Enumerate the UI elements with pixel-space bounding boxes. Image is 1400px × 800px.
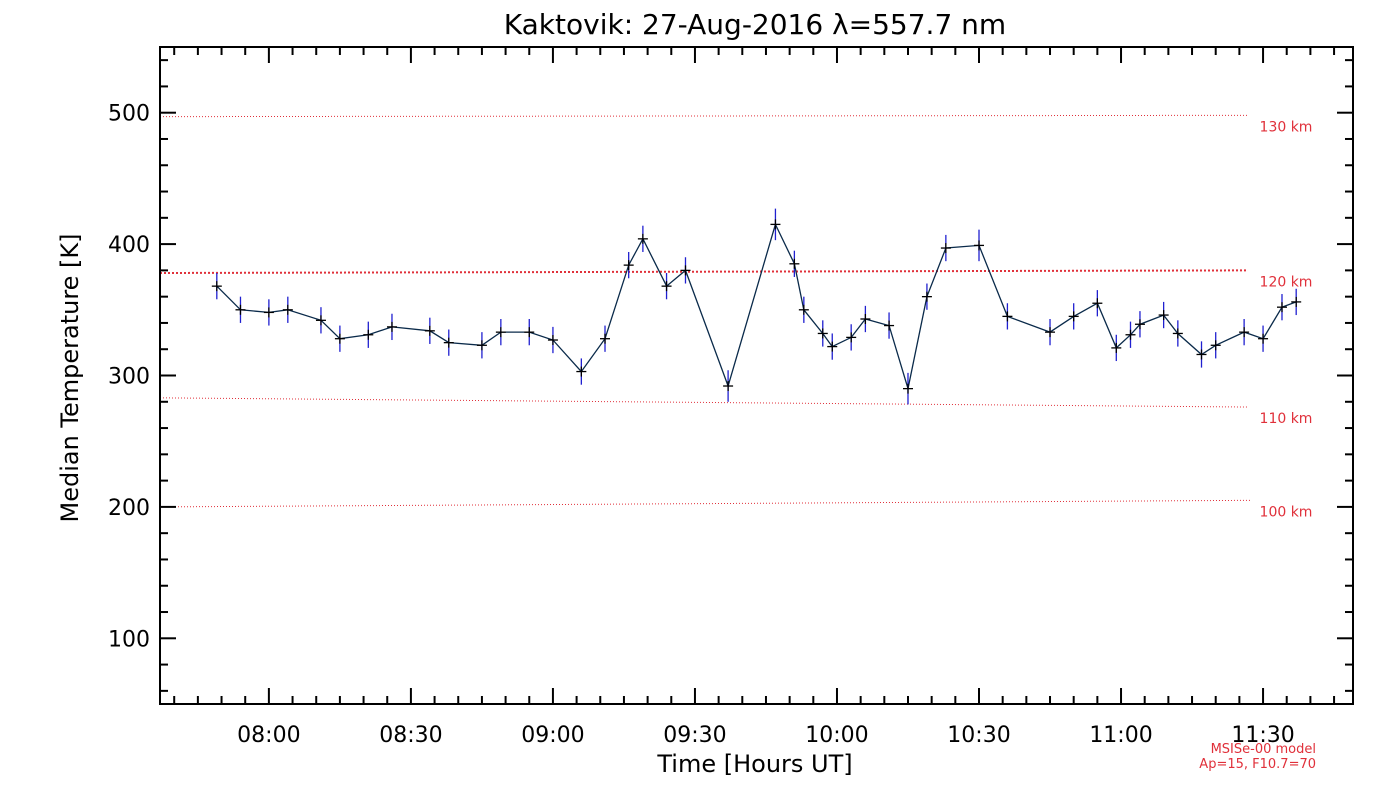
data-point (1258, 333, 1269, 344)
y-axis-label: Median Temperature [K] (56, 233, 84, 522)
x-tick-label: 10:30 (947, 723, 1010, 748)
data-point (974, 240, 985, 251)
data-point (1111, 342, 1122, 353)
data-point (211, 281, 222, 292)
data-point (386, 321, 397, 332)
reference-line-label: 100 km (1260, 504, 1313, 520)
data-point (1210, 340, 1221, 351)
series-line (216, 222, 1297, 389)
data-point (637, 233, 648, 244)
data-point (1239, 327, 1250, 338)
data-point (424, 325, 435, 336)
data-point (576, 366, 587, 377)
model-note-line-1: MSISe-00 model (1211, 742, 1316, 757)
data-point (846, 332, 857, 343)
x-axis-label: Time [Hours UT] (656, 750, 852, 778)
reference-line (159, 269, 1249, 275)
reference-line (159, 499, 1251, 508)
x-tick-label: 11:30 (1231, 723, 1294, 748)
reference-line (159, 397, 1249, 408)
data-point (921, 291, 932, 302)
x-tick-label: 09:30 (663, 723, 726, 748)
data-point (680, 265, 691, 276)
data-point (443, 337, 454, 348)
data-point (547, 335, 558, 346)
data-point (884, 320, 895, 331)
data-point (524, 327, 535, 338)
x-tick-label: 10:00 (805, 723, 868, 748)
data-point (661, 281, 672, 292)
y-tick-label: 300 (108, 365, 150, 390)
reference-line-label: 110 km (1260, 411, 1313, 427)
data-point (1134, 319, 1145, 330)
data-point (1276, 302, 1287, 313)
data-point (1092, 298, 1103, 309)
data-point (770, 219, 781, 230)
axis-ticks: 100 200 300 400 500 08:00 08:30 09:00 09:30 10:00… (108, 47, 1353, 748)
data-point (363, 329, 374, 340)
data-point (860, 313, 871, 324)
data-point (263, 307, 274, 318)
x-tick-label: 08:30 (379, 723, 442, 748)
plot-frame (159, 46, 1354, 705)
data-point (600, 333, 611, 344)
data-point (623, 260, 634, 271)
y-tick-label: 200 (108, 496, 150, 521)
data-point (315, 315, 326, 326)
data-point (282, 304, 293, 315)
data-point (235, 304, 246, 315)
data-point (1045, 327, 1056, 338)
data-point (817, 328, 828, 339)
data-point (1158, 310, 1169, 321)
data-point (1172, 328, 1183, 339)
data-point (334, 333, 345, 344)
data-point (1068, 311, 1079, 322)
reference-lines: 130 km 120 km 110 km 100 km (159, 114, 1313, 520)
x-tick-label: 11:00 (1089, 723, 1152, 748)
data-point (827, 341, 838, 352)
series-temperature (211, 208, 1302, 405)
y-tick-label: 400 (108, 233, 150, 258)
x-tick-label: 08:00 (237, 723, 300, 748)
data-point (1002, 311, 1013, 322)
model-note-line-2: Ap=15, F10.7=70 (1199, 757, 1316, 772)
data-point (1196, 349, 1207, 360)
data-point (495, 327, 506, 338)
data-point (789, 258, 800, 269)
data-point (798, 304, 809, 315)
chart-title: Kaktovik: 27-Aug-2016 λ=557.7 nm (504, 8, 1006, 41)
data-point (940, 243, 951, 254)
data-point (1291, 296, 1302, 307)
data-point (1125, 329, 1136, 340)
y-tick-label: 100 (108, 627, 150, 652)
data-point (902, 383, 913, 394)
data-point (723, 381, 734, 392)
x-tick-label: 09:00 (521, 723, 584, 748)
reference-line (159, 114, 1249, 118)
y-tick-label: 500 (108, 102, 150, 127)
reference-line-label: 130 km (1260, 119, 1313, 135)
reference-line-label: 120 km (1260, 274, 1313, 290)
data-point (476, 340, 487, 351)
